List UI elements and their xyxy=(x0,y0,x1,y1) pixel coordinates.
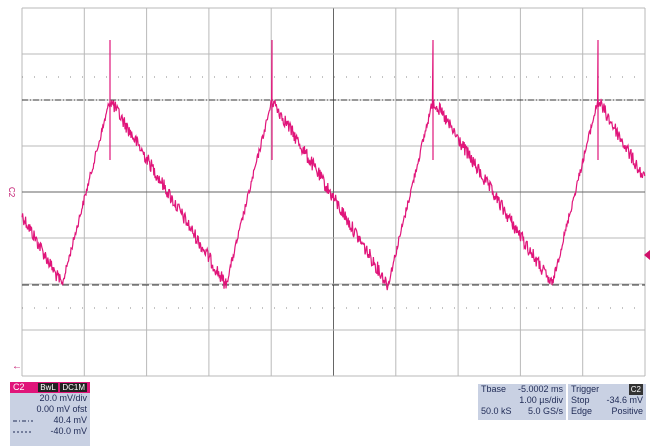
samples: 50.0 kS xyxy=(481,406,512,416)
trigger-source: C2 xyxy=(628,384,643,395)
timebase-label: Tbase xyxy=(481,384,507,394)
cursor-value: -40.0 mV xyxy=(50,426,87,436)
channel-header: C2 BwL DC1M xyxy=(10,382,90,393)
offset: 0.00 mV ofst xyxy=(36,404,87,414)
cursor-value: 40.4 mV xyxy=(53,415,87,425)
time-scale: 1.00 µs/div xyxy=(519,395,563,405)
scale: 20.0 mV/div xyxy=(39,393,87,403)
grid xyxy=(21,7,646,377)
trigger-type: Edge xyxy=(571,406,593,416)
waveform xyxy=(21,39,646,291)
scroll-arrow: ← xyxy=(12,361,22,372)
trigger-panel: Trigger C2 Stop -34.6 mV Edge Positive xyxy=(568,384,646,420)
scope-display: C2 ← xyxy=(7,7,650,377)
channel-marker: C2 xyxy=(7,187,16,198)
channel-label: C2 xyxy=(13,382,25,392)
coupling: DC1M xyxy=(60,383,87,392)
delay: -5.0002 ms xyxy=(517,384,563,394)
trigger-level: -34.6 mV xyxy=(606,395,643,405)
bandwidth: BwL xyxy=(38,383,58,392)
trigger-label: Trigger xyxy=(571,384,600,394)
cursor-row: -40.0 mV xyxy=(10,426,90,437)
cursor-row: 40.4 mV xyxy=(10,415,90,426)
trigger-marker xyxy=(644,250,650,260)
trigger-slope: Positive xyxy=(611,406,643,416)
sample-rate: 5.0 GS/s xyxy=(527,406,563,416)
channel-panel: C2 BwL DC1M 20.0 mV/div 0.00 mV ofst 40.… xyxy=(10,382,90,446)
timebase-panel: Tbase -5.0002 ms 1.00 µs/div 50.0 kS 5.0 G… xyxy=(478,384,566,420)
trigger-mode: Stop xyxy=(571,395,590,405)
